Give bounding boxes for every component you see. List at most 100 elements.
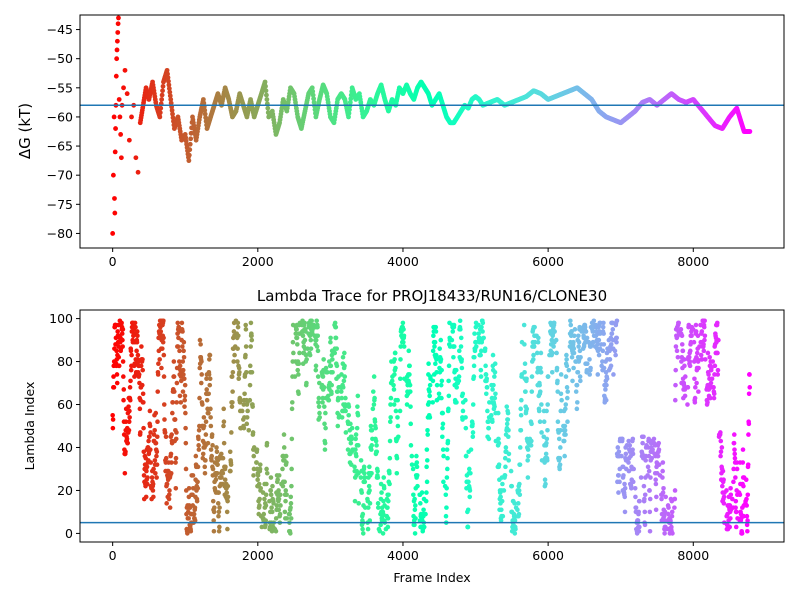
lambda-point [348,440,354,446]
lambda-point [408,404,413,409]
lambda-point [404,402,410,407]
lambda-point [529,389,535,394]
lambda-point [160,346,165,351]
lambda-point [123,419,129,425]
lambda-point [121,387,127,392]
lambda-point [367,501,373,506]
lambda-point [220,455,226,461]
lambda-point [238,397,244,403]
lambda-point [734,460,740,465]
lambda-point [375,505,381,510]
lambda-point [346,412,351,418]
lambda-point [543,451,549,457]
delta-g-point [348,96,354,102]
lambda-point [517,445,523,450]
lambda-point [423,511,428,517]
lambda-point [401,327,406,332]
lambda-point [236,365,242,371]
lambda-point [140,367,146,373]
lambda-point [235,346,240,351]
lambda-point [666,505,671,510]
lambda-point [395,415,400,420]
lambda-point [388,402,393,407]
lambda-point [470,402,476,407]
lambda-point [207,382,213,388]
x-tick-label: 4000 [387,548,419,563]
lambda-point [243,352,248,358]
lambda-point [339,372,344,377]
lambda-point [522,342,527,347]
lambda-point [630,451,636,457]
lambda-point [601,365,607,371]
delta-g-point [170,111,175,117]
lambda-point [313,337,319,343]
delta-g-point [346,110,352,116]
y-tick-label: 80 [57,354,73,369]
lambda-point [728,516,733,521]
lambda-point [294,342,300,347]
lambda-point [373,438,379,444]
lambda-point [500,481,505,487]
lambda-point [483,372,489,377]
lambda-point [182,397,188,403]
lambda-point [463,397,468,403]
lambda-point [236,376,242,382]
lambda-point [571,350,577,356]
lambda-point [633,494,638,500]
lambda-point [173,455,179,461]
lambda-point [451,354,456,360]
lambda-point [656,440,662,446]
lambda-point [456,378,462,384]
lambda-point [642,496,647,502]
lambda-point [630,436,636,442]
lambda-point [219,451,224,457]
lambda-point [675,354,681,360]
delta-g-point [117,114,123,120]
delta-g-point [133,155,139,161]
lambda-point [362,470,367,476]
lambda-point [569,329,574,334]
lambda-point [203,432,209,437]
lambda-point [183,410,188,416]
lambda-point [622,481,627,487]
lambda-point [578,378,583,384]
lambda-point [609,331,615,336]
lambda-point [730,496,735,502]
lambda-point [168,451,174,457]
lambda-point [682,363,687,369]
lambda-point [139,344,144,349]
lambda-point [558,391,564,397]
lambda-point [643,458,648,463]
lambda-point [289,436,295,442]
lambda-point [398,344,404,349]
lambda-point [326,397,332,403]
lambda-point [313,363,319,369]
lambda-point [672,488,678,493]
lambda-point [446,378,451,384]
lambda-point [678,327,684,332]
lambda-point [430,400,436,405]
lambda-point [145,475,150,480]
lambda-point [681,357,687,362]
x-tick-6000: 6000 [532,542,564,563]
lambda-point [739,531,745,536]
lambda-point [398,357,403,362]
y-tick-80: 80 [57,354,80,369]
lambda-point [459,365,465,371]
lambda-point [495,410,501,416]
lambda-point [356,501,361,506]
lambda-point [601,320,606,326]
lambda-point [441,479,446,485]
lambda-point [353,447,358,452]
lambda-point [414,453,419,459]
lambda-point [287,511,292,517]
lambda-point [163,434,169,440]
lambda-chart-title: Lambda Trace for PROJ18433/RUN16/CLONE30 [257,287,607,305]
delta-g-point [186,152,192,158]
lambda-point [231,359,237,364]
lambda-point [552,329,557,334]
lambda-point [199,359,204,364]
lambda-point [728,492,734,498]
lambda-point [379,490,384,495]
lambda-point [620,436,625,442]
